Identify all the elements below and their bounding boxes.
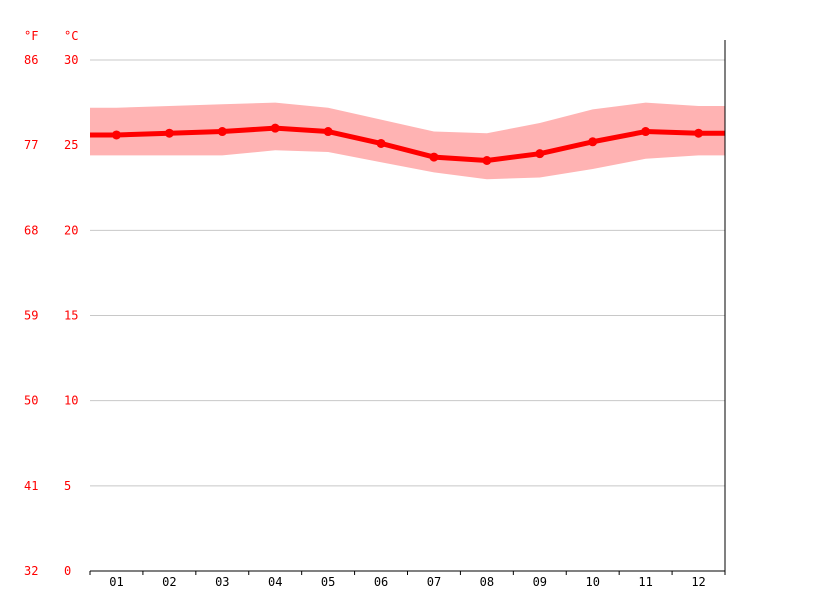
y-tick-celsius-10: 10: [64, 394, 78, 408]
y-tick-celsius-25: 25: [64, 138, 78, 152]
data-point-04: [270, 123, 280, 133]
x-axis-labels: 01 02 03 04 05 06 07 08 09 10 11 12: [109, 575, 706, 589]
y-tick-fahrenheit-59: 59: [24, 309, 38, 323]
x-tick-label-09: 09: [533, 575, 547, 589]
x-tick-label-02: 02: [162, 575, 176, 589]
y-tick-celsius-0: 0: [64, 564, 71, 578]
range-band-layer: [90, 102, 725, 180]
y-tick-fahrenheit-41: 41: [24, 479, 38, 493]
x-tick-label-11: 11: [638, 575, 652, 589]
data-point-12: [694, 128, 704, 138]
data-point-02: [164, 128, 174, 138]
data-point-03: [217, 127, 227, 137]
y-tick-fahrenheit-77: 77: [24, 138, 38, 152]
y-tick-fahrenheit-68: 68: [24, 223, 38, 237]
y-tick-celsius-15: 15: [64, 309, 78, 323]
data-point-08: [482, 155, 492, 165]
y-tick-celsius-5: 5: [64, 479, 71, 493]
x-tick-label-05: 05: [321, 575, 335, 589]
y-axis-labels: 32 0 41 5 50 10 59 15 68 20 77 25 86 30: [24, 53, 78, 578]
data-point-06: [376, 138, 386, 148]
x-tick-label-04: 04: [268, 575, 282, 589]
y-tick-fahrenheit-86: 86: [24, 53, 38, 67]
data-point-11: [641, 127, 651, 137]
data-point-07: [429, 152, 439, 162]
series-line-layer: [90, 123, 725, 165]
x-tick-label-03: 03: [215, 575, 229, 589]
x-tick-label-12: 12: [691, 575, 705, 589]
x-tick-label-10: 10: [585, 575, 599, 589]
x-tick-label-08: 08: [480, 575, 494, 589]
axes: [89, 40, 726, 575]
fahrenheit-unit-label: °F: [24, 29, 38, 43]
data-point-10: [588, 137, 598, 147]
celsius-unit-label: °C: [64, 29, 78, 43]
temperature-range-band: [90, 102, 725, 180]
data-point-05: [323, 127, 333, 137]
average-temperature-line: [90, 125, 725, 163]
x-tick-label-01: 01: [109, 575, 123, 589]
x-tick-label-07: 07: [427, 575, 441, 589]
y-tick-fahrenheit-50: 50: [24, 394, 38, 408]
x-tick-label-06: 06: [374, 575, 388, 589]
y-tick-fahrenheit-32: 32: [24, 564, 38, 578]
data-point-01: [111, 130, 121, 140]
data-point-09: [535, 149, 545, 159]
y-tick-celsius-30: 30: [64, 53, 78, 67]
y-tick-celsius-20: 20: [64, 223, 78, 237]
